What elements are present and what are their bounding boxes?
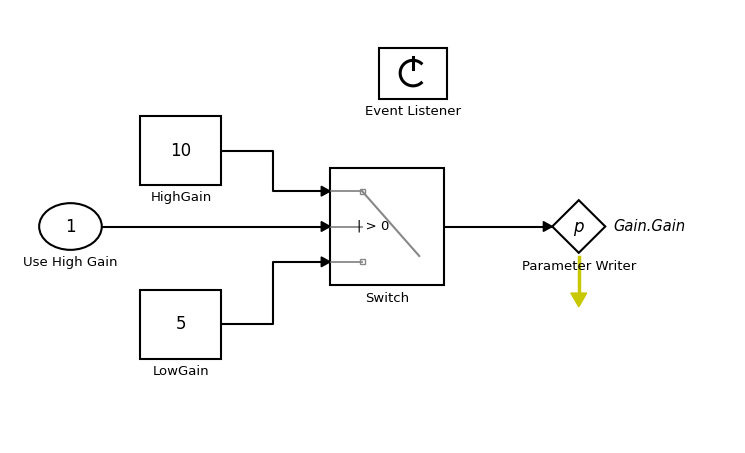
Polygon shape: [321, 257, 330, 267]
Polygon shape: [552, 200, 605, 253]
Text: Use High Gain: Use High Gain: [23, 256, 118, 269]
Bar: [360, 189, 364, 193]
Text: 5: 5: [176, 315, 186, 333]
Text: 1: 1: [65, 217, 76, 236]
Text: Gain.Gain: Gain.Gain: [613, 219, 685, 234]
Text: Switch: Switch: [365, 292, 409, 305]
Text: HighGain: HighGain: [150, 191, 212, 204]
Text: | > 0: | > 0: [358, 220, 390, 233]
Text: Event Listener: Event Listener: [365, 105, 461, 117]
Bar: [141, 290, 221, 359]
Text: p: p: [574, 217, 584, 236]
Text: Parameter Writer: Parameter Writer: [522, 260, 636, 273]
Polygon shape: [571, 293, 586, 307]
Bar: [379, 48, 447, 99]
Bar: [360, 260, 364, 264]
Bar: [141, 116, 221, 185]
Polygon shape: [543, 222, 552, 231]
Polygon shape: [321, 186, 330, 196]
Ellipse shape: [39, 203, 102, 250]
Text: LowGain: LowGain: [153, 365, 209, 378]
Bar: [330, 168, 444, 285]
Polygon shape: [321, 222, 330, 231]
Text: 10: 10: [171, 142, 191, 160]
